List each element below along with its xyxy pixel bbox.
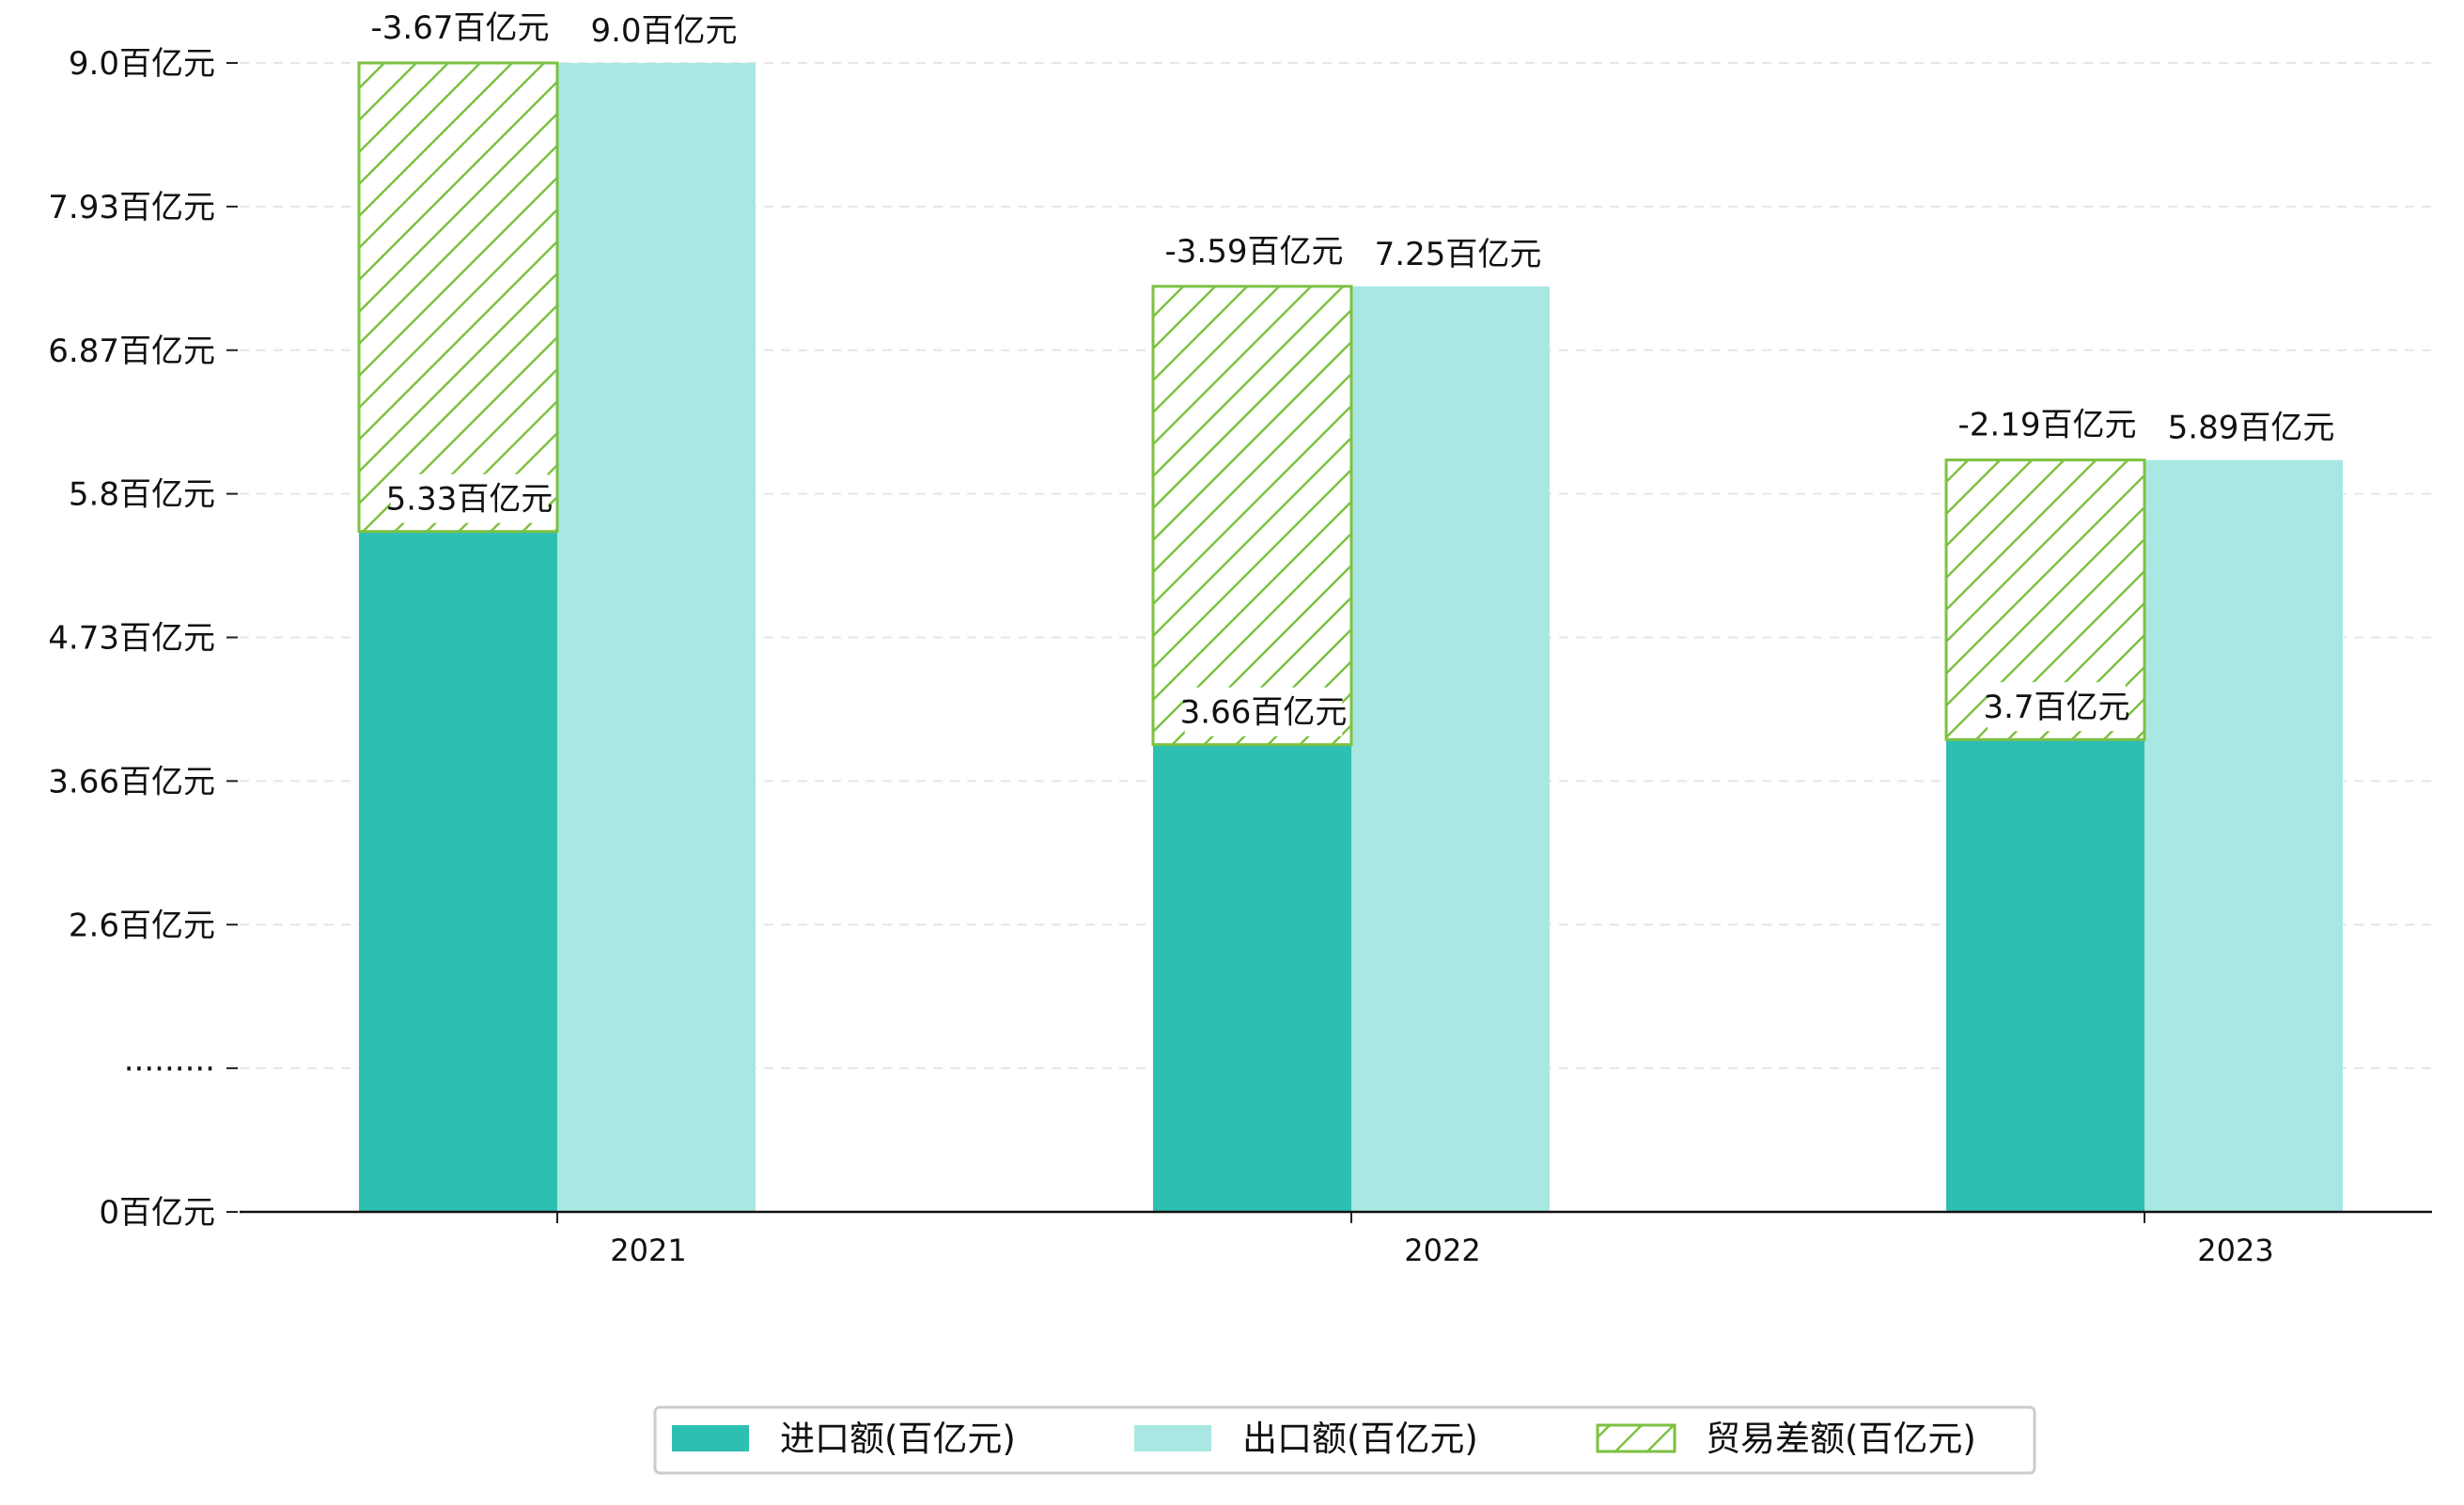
- bar-import: [1153, 744, 1351, 1212]
- y-tick-label: 0百亿元: [99, 1194, 215, 1232]
- x-tick-label: 2021: [610, 1233, 686, 1268]
- data-label-export-bg: [595, 6, 733, 54]
- data-label-trade-balance-bg: [1958, 399, 2136, 449]
- data-label-trade-balance-bg: [371, 3, 549, 52]
- data-label-import-bg: [1988, 682, 2126, 732]
- bar-import: [359, 531, 557, 1212]
- y-tick-label: 6.87百亿元: [48, 333, 215, 370]
- bar-export: [2144, 459, 2343, 1212]
- data-label-export: 9.0百亿元: [590, 12, 737, 50]
- y-tick-label: 3.66百亿元: [48, 763, 215, 800]
- x-tick-label: 2022: [1404, 1233, 1480, 1268]
- bar-trade-balance: [1151, 285, 1353, 747]
- data-label-import: 3.66百亿元: [1180, 694, 1348, 732]
- data-label-trade-balance: -3.67百亿元: [371, 9, 550, 47]
- y-tick-label: 4.73百亿元: [48, 620, 215, 658]
- legend-item-trade-balance-label: 贸易差额(百亿元): [1706, 1419, 1976, 1459]
- x-tick-label: 2023: [2197, 1233, 2273, 1268]
- data-label-export-bg: [1379, 228, 1537, 278]
- data-label-trade-balance: -2.19百亿元: [1958, 407, 2137, 444]
- y-tick-label: 7.93百亿元: [48, 189, 215, 226]
- legend-item-trade-balance-swatch: [1596, 1423, 1676, 1453]
- legend-box: [653, 1405, 2036, 1475]
- bar-trade-balance: [357, 61, 559, 534]
- data-label-export-bg: [2172, 402, 2331, 452]
- data-label-export: 5.89百亿元: [2168, 410, 2335, 447]
- legend-item-import-label: 进口额(百亿元): [780, 1419, 1016, 1459]
- data-label-export: 7.25百亿元: [1375, 236, 1542, 273]
- y-tick-label: ·········: [124, 1050, 215, 1088]
- bar-import: [1946, 739, 2144, 1212]
- y-tick-label: 5.8百亿元: [69, 476, 215, 514]
- data-label-trade-balance: -3.59百亿元: [1165, 233, 1344, 271]
- bar-export: [1351, 286, 1550, 1212]
- data-label-trade-balance-bg: [1165, 225, 1343, 275]
- data-label-import: 3.7百亿元: [1983, 689, 2129, 726]
- y-tick-label: 9.0百亿元: [69, 45, 215, 83]
- y-tick-label: 2.6百亿元: [69, 907, 215, 944]
- data-label-import-bg: [1184, 687, 1343, 737]
- legend-item-export-label: 出口额(百亿元): [1242, 1419, 1478, 1459]
- data-label-import: 5.33百亿元: [386, 481, 554, 519]
- legend-item-export-swatch: [1134, 1425, 1211, 1451]
- legend-item-import-swatch: [672, 1425, 749, 1451]
- bar-export: [557, 63, 756, 1212]
- data-label-import-bg: [390, 473, 549, 523]
